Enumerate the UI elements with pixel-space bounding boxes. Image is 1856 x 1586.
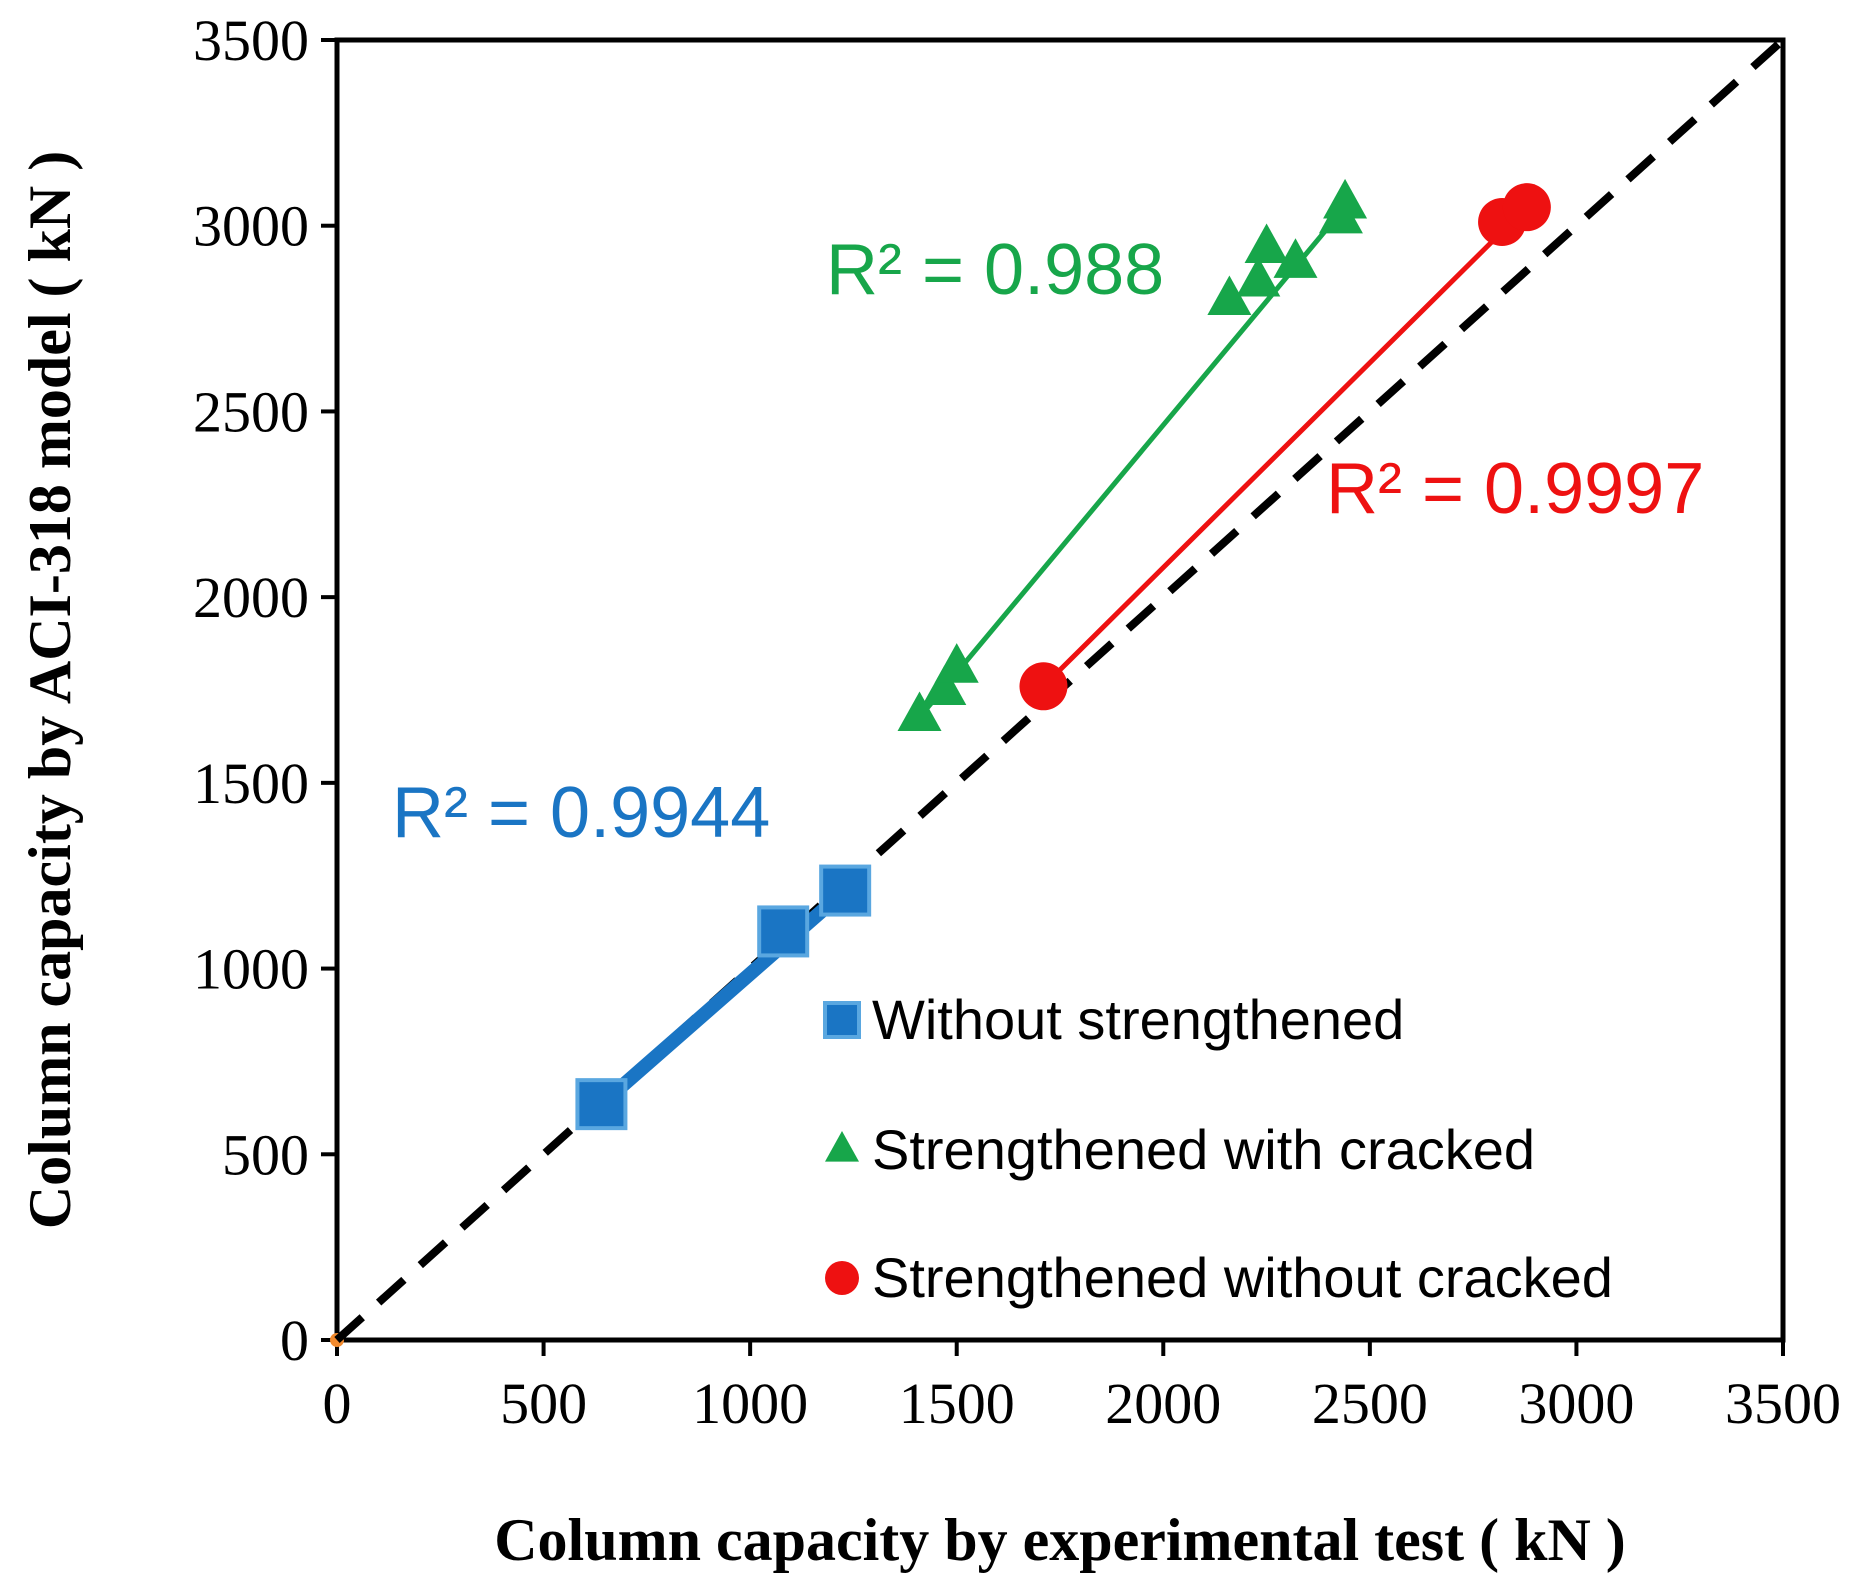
y-tick-label: 1000: [193, 937, 309, 1002]
x-axis-title: Column capacity by experimental test ( k…: [494, 1507, 1626, 1573]
plot-area-border: [334, 37, 1786, 1343]
y-tick-label: 3500: [193, 8, 309, 73]
x-tick-label: 1500: [899, 1371, 1015, 1436]
y-tick-label: 3000: [193, 194, 309, 259]
data-point-series-2: [1323, 178, 1368, 219]
trendline-series-3: [1040, 204, 1530, 689]
y-tick-label: 0: [280, 1308, 309, 1373]
data-point-series-2: [1244, 223, 1289, 264]
y-tick-label: 1500: [193, 751, 309, 816]
data-point-series-2: [922, 665, 967, 706]
y-axis-title: Column capacity by ACI-318 model ( kN ): [17, 151, 83, 1229]
data-point-series-2: [1236, 256, 1281, 297]
data-point-series-2: [1207, 275, 1252, 316]
x-tick-label: 3500: [1725, 1371, 1841, 1436]
x-tick-label: 1000: [692, 1371, 808, 1436]
legend-label-series-1: Without strengthened: [872, 988, 1404, 1051]
data-point-series-2: [897, 691, 942, 732]
data-point-series-3: [1019, 662, 1068, 711]
r2-label-series-2: R² = 0.988: [826, 230, 1164, 310]
y-tick-label: 2500: [193, 379, 309, 444]
legend-marker-series-3: [825, 1261, 859, 1295]
x-tick-label: 3000: [1518, 1371, 1634, 1436]
legend-label-series-3: Strengthened without cracked: [872, 1246, 1613, 1309]
data-point-series-2: [1273, 238, 1318, 278]
y-tick-label: 2000: [193, 565, 309, 630]
data-point-series-3: [1502, 183, 1551, 232]
legend-marker-series-1: [823, 1001, 861, 1039]
data-point-series-1: [819, 864, 872, 917]
x-tick-label: 2500: [1312, 1371, 1428, 1436]
y-tick-label: 500: [222, 1122, 309, 1187]
x-tick-label: 500: [500, 1371, 587, 1436]
x-tick-label: 2000: [1105, 1371, 1221, 1436]
r2-label-series-1: R² = 0.9944: [392, 773, 770, 853]
legend-marker-series-2: [825, 1131, 859, 1162]
data-point-series-1: [757, 905, 810, 958]
r2-label-series-3: R² = 0.9997: [1326, 449, 1704, 529]
x-tick-label: 0: [323, 1371, 352, 1436]
data-point-series-2: [934, 643, 979, 683]
legend-label-series-2: Strengthened with cracked: [872, 1118, 1535, 1181]
data-point-series-1: [575, 1078, 628, 1131]
